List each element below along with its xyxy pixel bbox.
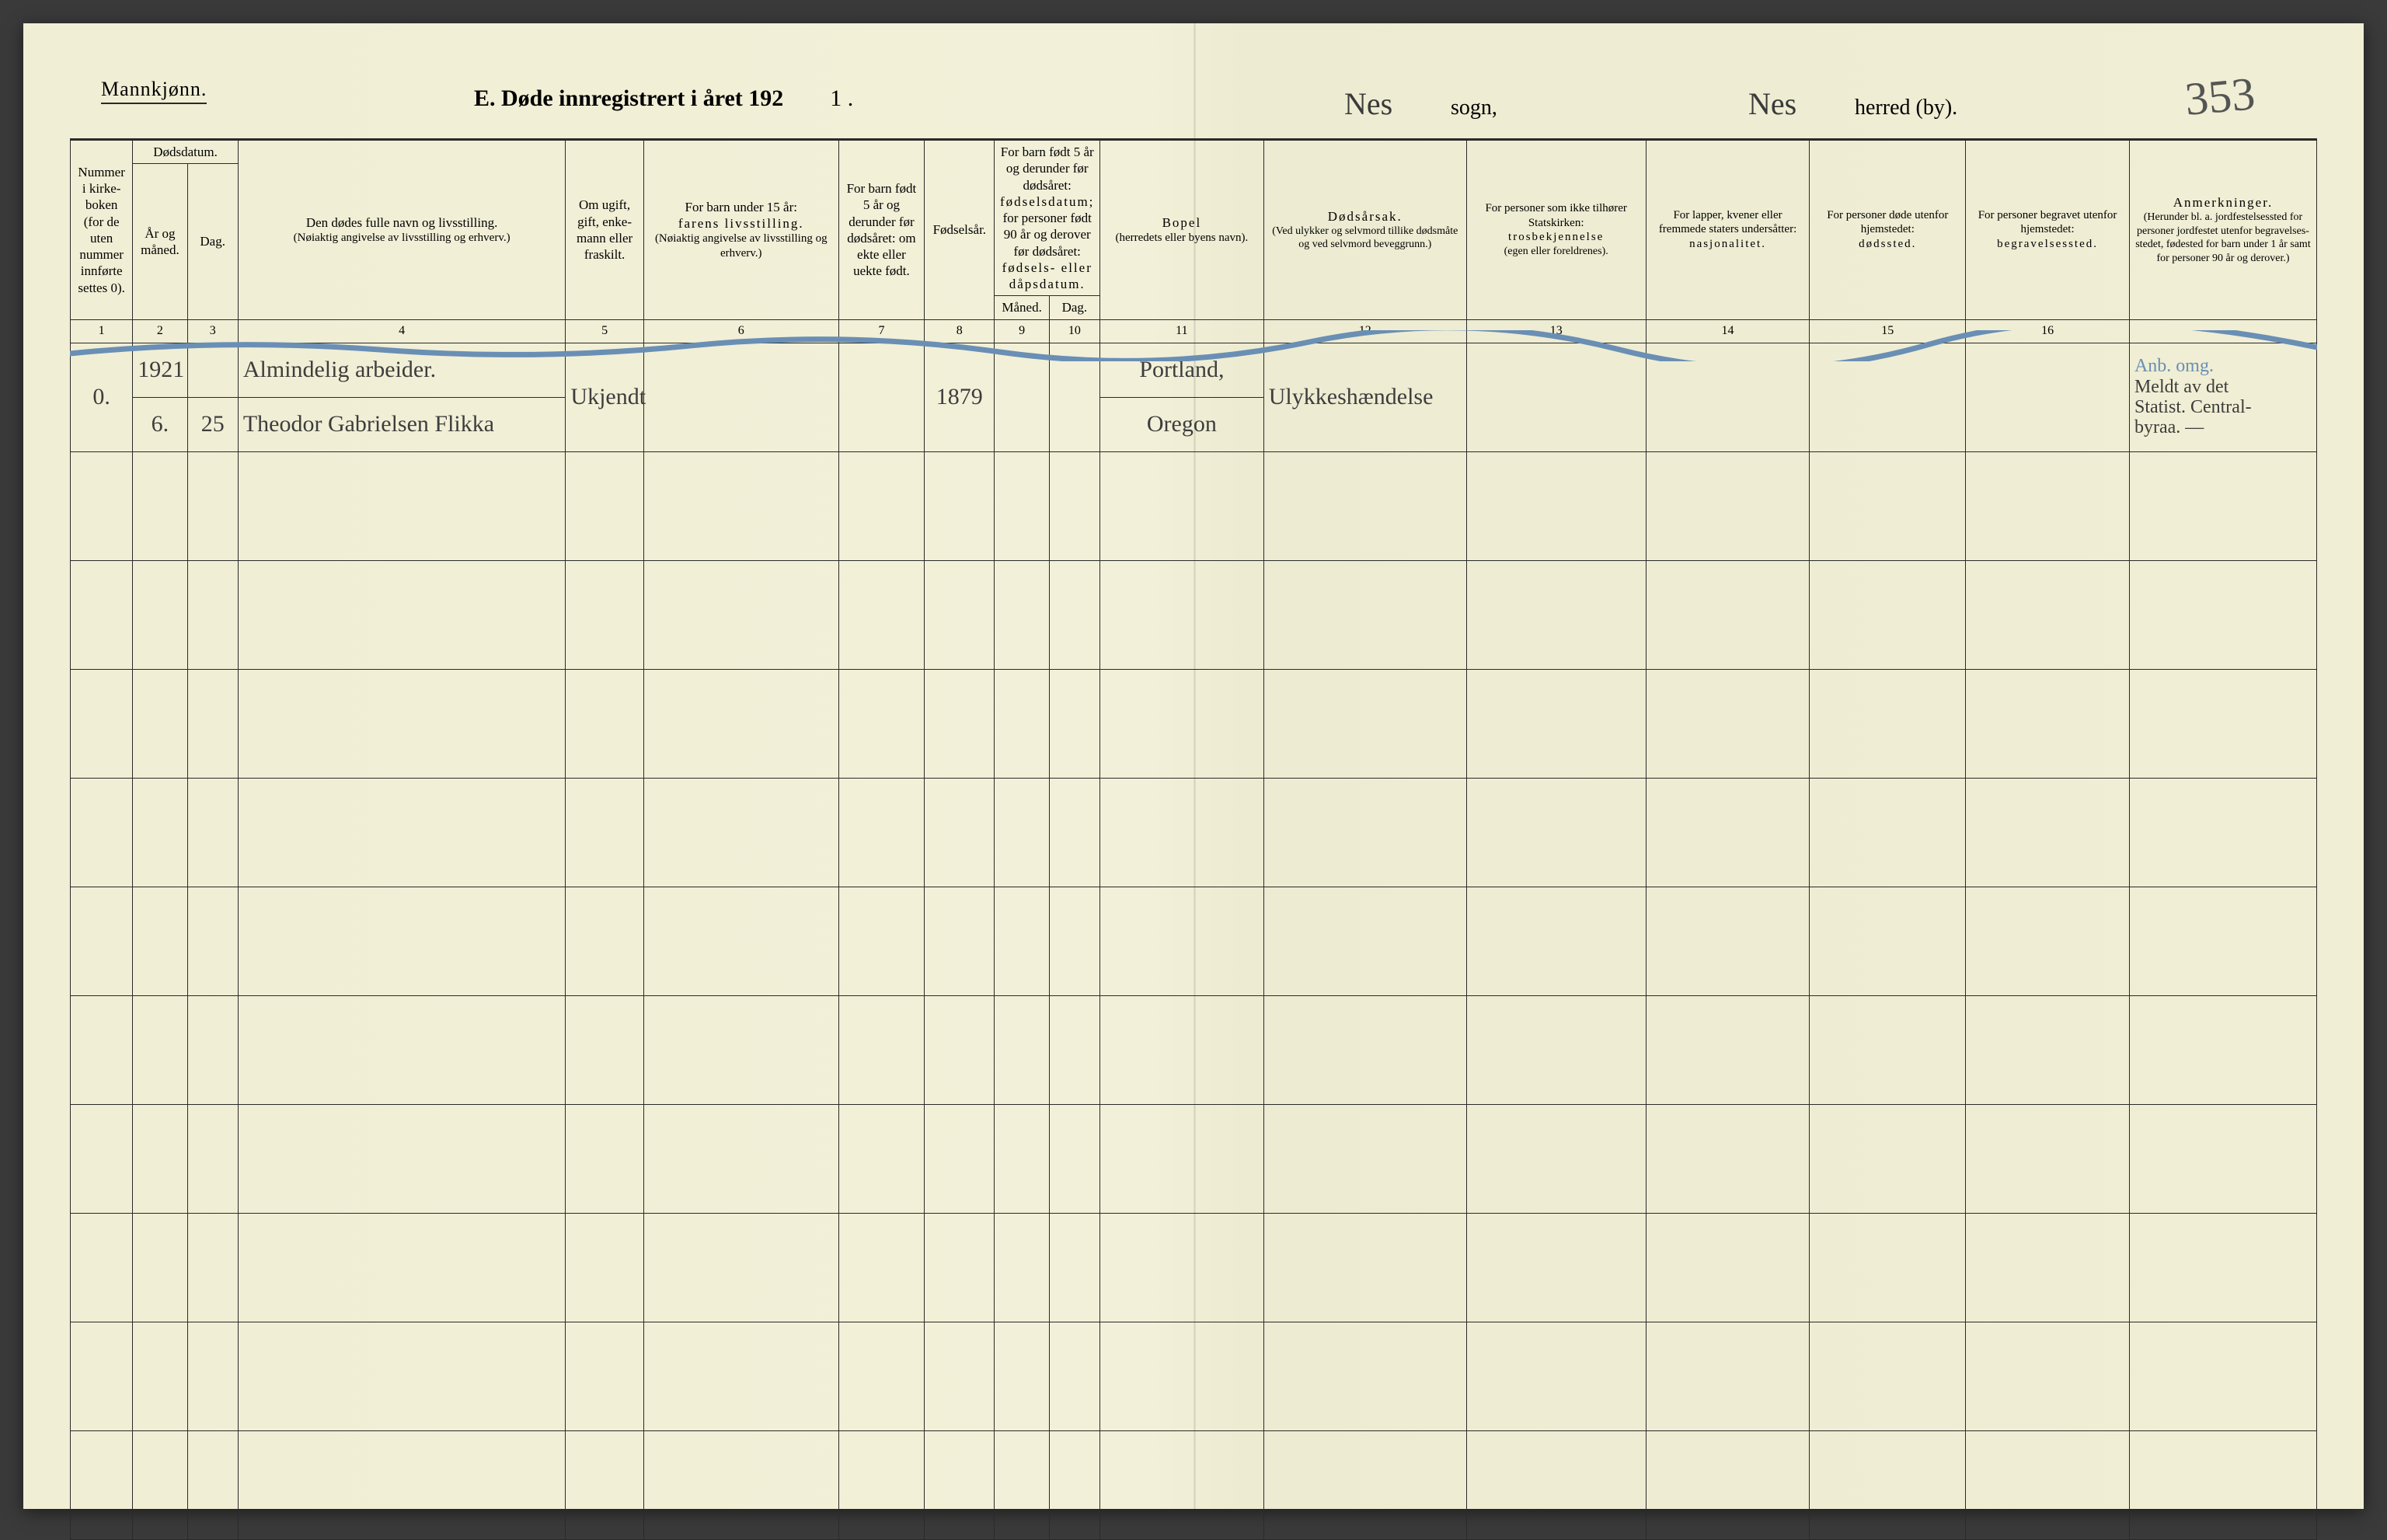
col-header-15: For personer døde utenfor hjemstedet: dø… xyxy=(1810,141,1966,320)
colnum: 5 xyxy=(566,319,643,343)
col-header-9-group: For barn født 5 år og der­under før døds… xyxy=(995,141,1100,296)
colnum: 16 xyxy=(1966,319,2130,343)
col-header-9b: Dag. xyxy=(1049,296,1099,319)
colnum: 9 xyxy=(995,319,1049,343)
colnum: 6 xyxy=(643,319,838,343)
cell-num: 0. xyxy=(71,343,133,451)
sogn-handwritten: Nes xyxy=(1344,85,1437,122)
cell-occupation: Almindelig arbeider. xyxy=(238,343,566,397)
cell-day: 25 xyxy=(187,397,238,451)
colnum: 13 xyxy=(1466,319,1646,343)
colnum: 1 xyxy=(71,319,133,343)
cell-residence-a: Portland, xyxy=(1099,343,1263,397)
col-header-13: For personer som ikke tilhører Statskirk… xyxy=(1466,141,1646,320)
colnum: 4 xyxy=(238,319,566,343)
colnum: 14 xyxy=(1646,319,1810,343)
col-header-11: Bopel (herredets eller byens navn). xyxy=(1099,141,1263,320)
page-title: E. Døde innregistrert i året 1921 . xyxy=(474,85,853,112)
colnum xyxy=(2129,319,2316,343)
cell-month: 6. xyxy=(133,397,187,451)
colnum: 2 xyxy=(133,319,187,343)
col-header-2-group: Dødsdatum. xyxy=(133,141,239,164)
col-header-1: Nummer i kirke­boken (for de uten nummer… xyxy=(71,141,133,320)
herred-handwritten: Nes xyxy=(1748,85,1842,122)
gender-label: Mannkjønn. xyxy=(101,78,207,104)
cell-marital: Ukjendt xyxy=(566,343,643,451)
page-number: 353 xyxy=(2183,67,2257,127)
col-header-17: Anmerkninger. (Herunder bl. a. jordfeste… xyxy=(2129,141,2316,320)
herred-block: Nes herred (by). xyxy=(1748,85,1957,122)
colnum: 15 xyxy=(1810,319,1966,343)
center-fold xyxy=(1194,23,1196,1509)
cell-name: Theodor Gabrielsen Flikka xyxy=(238,397,566,451)
col-header-4: Den dødes fulle navn og livsstilling. (N… xyxy=(238,141,566,320)
colnum: 7 xyxy=(838,319,924,343)
colnum: 11 xyxy=(1099,319,1263,343)
sogn-block: Nes sogn, xyxy=(1344,85,1497,122)
col-header-7: For barn født 5 år og derunder før døds­… xyxy=(838,141,924,320)
ledger-page: Mannkjønn. E. Døde innregistrert i året … xyxy=(23,23,2364,1509)
cell-remarks: Anb. omg. Meldt av det Statist. Central-… xyxy=(2129,343,2316,451)
col-header-2a: År og måned. xyxy=(133,164,187,319)
cell-year: 1921 xyxy=(133,343,187,397)
colnum: 8 xyxy=(925,319,995,343)
cell-residence-b: Oregon xyxy=(1099,397,1263,451)
col-header-8: Fødsels­år. xyxy=(925,141,995,320)
col-header-16: For personer begravet utenfor hjemstedet… xyxy=(1966,141,2130,320)
colnum: 12 xyxy=(1263,319,1466,343)
col-header-2b: Dag. xyxy=(187,164,238,319)
colnum: 3 xyxy=(187,319,238,343)
colnum: 10 xyxy=(1049,319,1099,343)
cell-birthyear: 1879 xyxy=(925,343,995,451)
col-header-6: For barn under 15 år: farens livsstillin… xyxy=(643,141,838,320)
col-header-9a: Måned. xyxy=(995,296,1049,319)
page-header: Mannkjønn. E. Døde innregistrert i året … xyxy=(70,62,2317,140)
col-header-5: Om ugift, gift, enke­mann eller fraskilt… xyxy=(566,141,643,320)
col-header-12: Dødsårsak. (Ved ulykker og selv­mord til… xyxy=(1263,141,1466,320)
cell-cause: Ulykkeshændelse xyxy=(1263,343,1466,451)
col-header-14: For lapper, kvener eller fremmede stater… xyxy=(1646,141,1810,320)
